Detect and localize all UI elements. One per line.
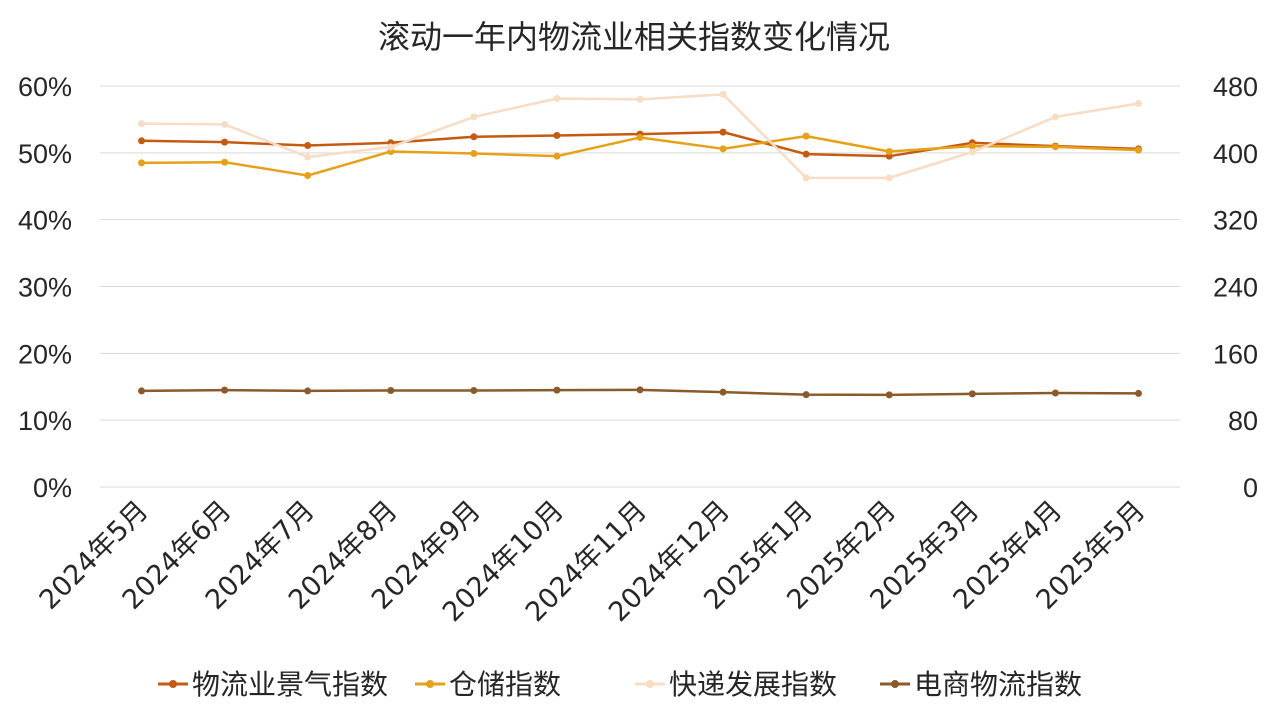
data-point [221, 386, 229, 394]
data-point [1134, 389, 1142, 397]
legend-marker [169, 680, 177, 688]
x-axis: 2024年5月2024年6月2024年7月2024年8月2024年9月2024年… [34, 495, 1152, 628]
data-point [636, 95, 644, 103]
data-point [387, 143, 395, 151]
series-line [141, 134, 1139, 177]
y-left-tick-label: 40% [18, 206, 72, 236]
y-left-tick-label: 0% [33, 473, 72, 503]
data-point [719, 128, 727, 136]
data-point [719, 388, 727, 396]
data-point [968, 390, 976, 398]
y-right-tick-label: 480 [1213, 72, 1258, 102]
data-point [553, 152, 561, 160]
data-point [553, 131, 561, 139]
legend-item: 仓储指数 [415, 668, 561, 701]
data-point [470, 133, 478, 141]
y-axis-left: 0% 10% 20% 30% 40% 50% 60% [18, 72, 72, 503]
y-left-tick-label: 50% [18, 139, 72, 169]
chart-title: 滚动一年内物流业相关指数变化情况 [378, 18, 890, 56]
legend-label: 物流业景气指数 [192, 668, 388, 701]
legend-item: 快递发展指数 [635, 668, 837, 701]
data-point [885, 391, 893, 399]
data-point [304, 153, 312, 161]
data-point [802, 174, 810, 182]
y-left-tick-label: 30% [18, 273, 72, 303]
data-point [1134, 146, 1142, 154]
data-point [221, 120, 229, 128]
legend-label: 电商物流指数 [914, 668, 1082, 701]
y-right-tick-label: 0 [1243, 473, 1258, 503]
data-point [470, 113, 478, 121]
data-point [636, 386, 644, 394]
y-axis-right: 0 80 160 240 320 400 480 [1213, 72, 1258, 503]
data-point [387, 387, 395, 395]
data-point [1051, 389, 1059, 397]
series-group [138, 90, 1142, 399]
data-point [470, 387, 478, 395]
data-point [304, 387, 312, 395]
data-point [138, 137, 146, 145]
series-3 [138, 90, 1142, 182]
data-point [885, 174, 893, 182]
data-point [221, 158, 229, 166]
series-2 [138, 132, 1142, 180]
legend-label: 仓储指数 [449, 668, 561, 701]
data-point [304, 141, 312, 149]
data-point [719, 90, 727, 98]
data-point [885, 147, 893, 155]
data-point [719, 145, 727, 153]
data-point [802, 150, 810, 158]
legend-marker [646, 680, 654, 688]
series-4 [138, 386, 1142, 399]
data-point [636, 133, 644, 141]
data-point [1051, 113, 1059, 121]
data-point [968, 142, 976, 150]
legend-label: 快递发展指数 [669, 668, 837, 701]
data-point [138, 387, 146, 395]
data-point [1051, 143, 1059, 151]
y-left-tick-label: 10% [18, 406, 72, 436]
y-left-tick-label: 60% [18, 72, 72, 102]
legend-item: 物流业景气指数 [158, 668, 388, 701]
legend-marker [426, 680, 434, 688]
data-point [802, 391, 810, 399]
data-point [553, 386, 561, 394]
legend: 物流业景气指数 仓储指数 快递发展指数 电商物流指数 [158, 668, 1082, 701]
y-right-tick-label: 320 [1213, 206, 1258, 236]
legend-marker [891, 680, 899, 688]
data-point [470, 150, 478, 158]
data-point [138, 120, 146, 128]
gridlines [100, 85, 1180, 488]
data-point [304, 172, 312, 180]
data-point [1134, 100, 1142, 108]
y-right-tick-label: 80 [1228, 406, 1258, 436]
legend-item: 电商物流指数 [880, 668, 1082, 701]
y-left-tick-label: 20% [18, 339, 72, 369]
y-right-tick-label: 240 [1213, 273, 1258, 303]
data-point [138, 159, 146, 167]
data-point [968, 148, 976, 156]
y-right-tick-label: 400 [1213, 139, 1258, 169]
data-point [221, 138, 229, 146]
y-right-tick-label: 160 [1213, 339, 1258, 369]
data-point [802, 132, 810, 140]
data-point [553, 95, 561, 103]
